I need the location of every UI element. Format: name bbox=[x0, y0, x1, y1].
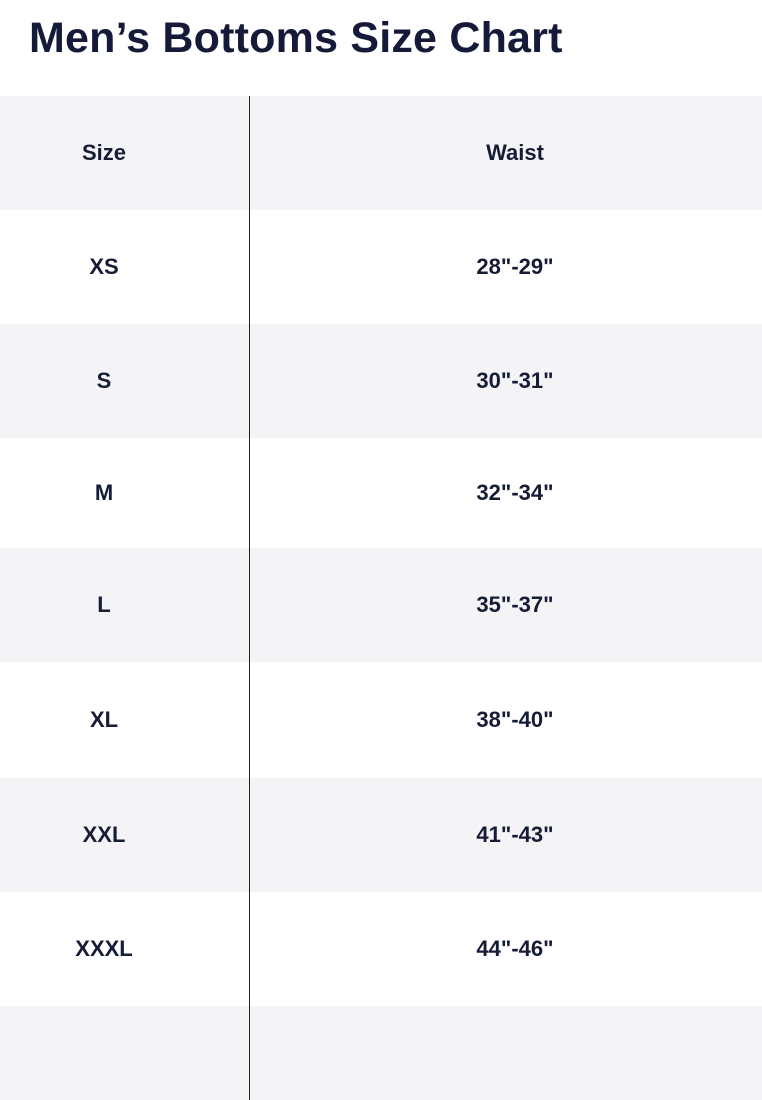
size-cell: M bbox=[94, 480, 114, 505]
size-cell: S bbox=[96, 368, 112, 393]
size-cell: XL bbox=[89, 707, 119, 732]
size-cell: L bbox=[97, 592, 111, 617]
table-row: XL 38"-40" bbox=[0, 662, 762, 778]
table-row: S 30"-31" bbox=[0, 324, 762, 438]
waist-cell: 30"-31" bbox=[476, 368, 554, 393]
table-row-empty bbox=[0, 1006, 762, 1100]
table-row: L 35"-37" bbox=[0, 548, 762, 662]
size-cell: XXL bbox=[82, 822, 126, 847]
waist-cell: 44"-46" bbox=[476, 936, 554, 961]
size-cell: XS bbox=[89, 254, 119, 279]
size-cell: XXXL bbox=[75, 936, 133, 961]
waist-cell: 38"-40" bbox=[476, 707, 554, 732]
waist-cell: 35"-37" bbox=[476, 592, 554, 617]
header-size: Size bbox=[81, 140, 127, 165]
waist-cell: 28"-29" bbox=[476, 254, 554, 279]
column-divider bbox=[249, 96, 250, 1100]
waist-cell: 32"-34" bbox=[476, 480, 554, 505]
table-row: XS 28"-29" bbox=[0, 210, 762, 324]
page-title: Men’s Bottoms Size Chart bbox=[29, 14, 563, 62]
header-waist: Waist bbox=[486, 140, 544, 165]
waist-cell: 41"-43" bbox=[476, 822, 554, 847]
size-table: Size Waist XS 28"-29" S 30"-31" M 32"-34… bbox=[0, 96, 762, 1100]
table-row: XXL 41"-43" bbox=[0, 778, 762, 892]
table-row: M 32"-34" bbox=[0, 438, 762, 548]
table-row: XXXL 44"-46" bbox=[0, 892, 762, 1006]
table-header: Size Waist bbox=[0, 96, 762, 210]
